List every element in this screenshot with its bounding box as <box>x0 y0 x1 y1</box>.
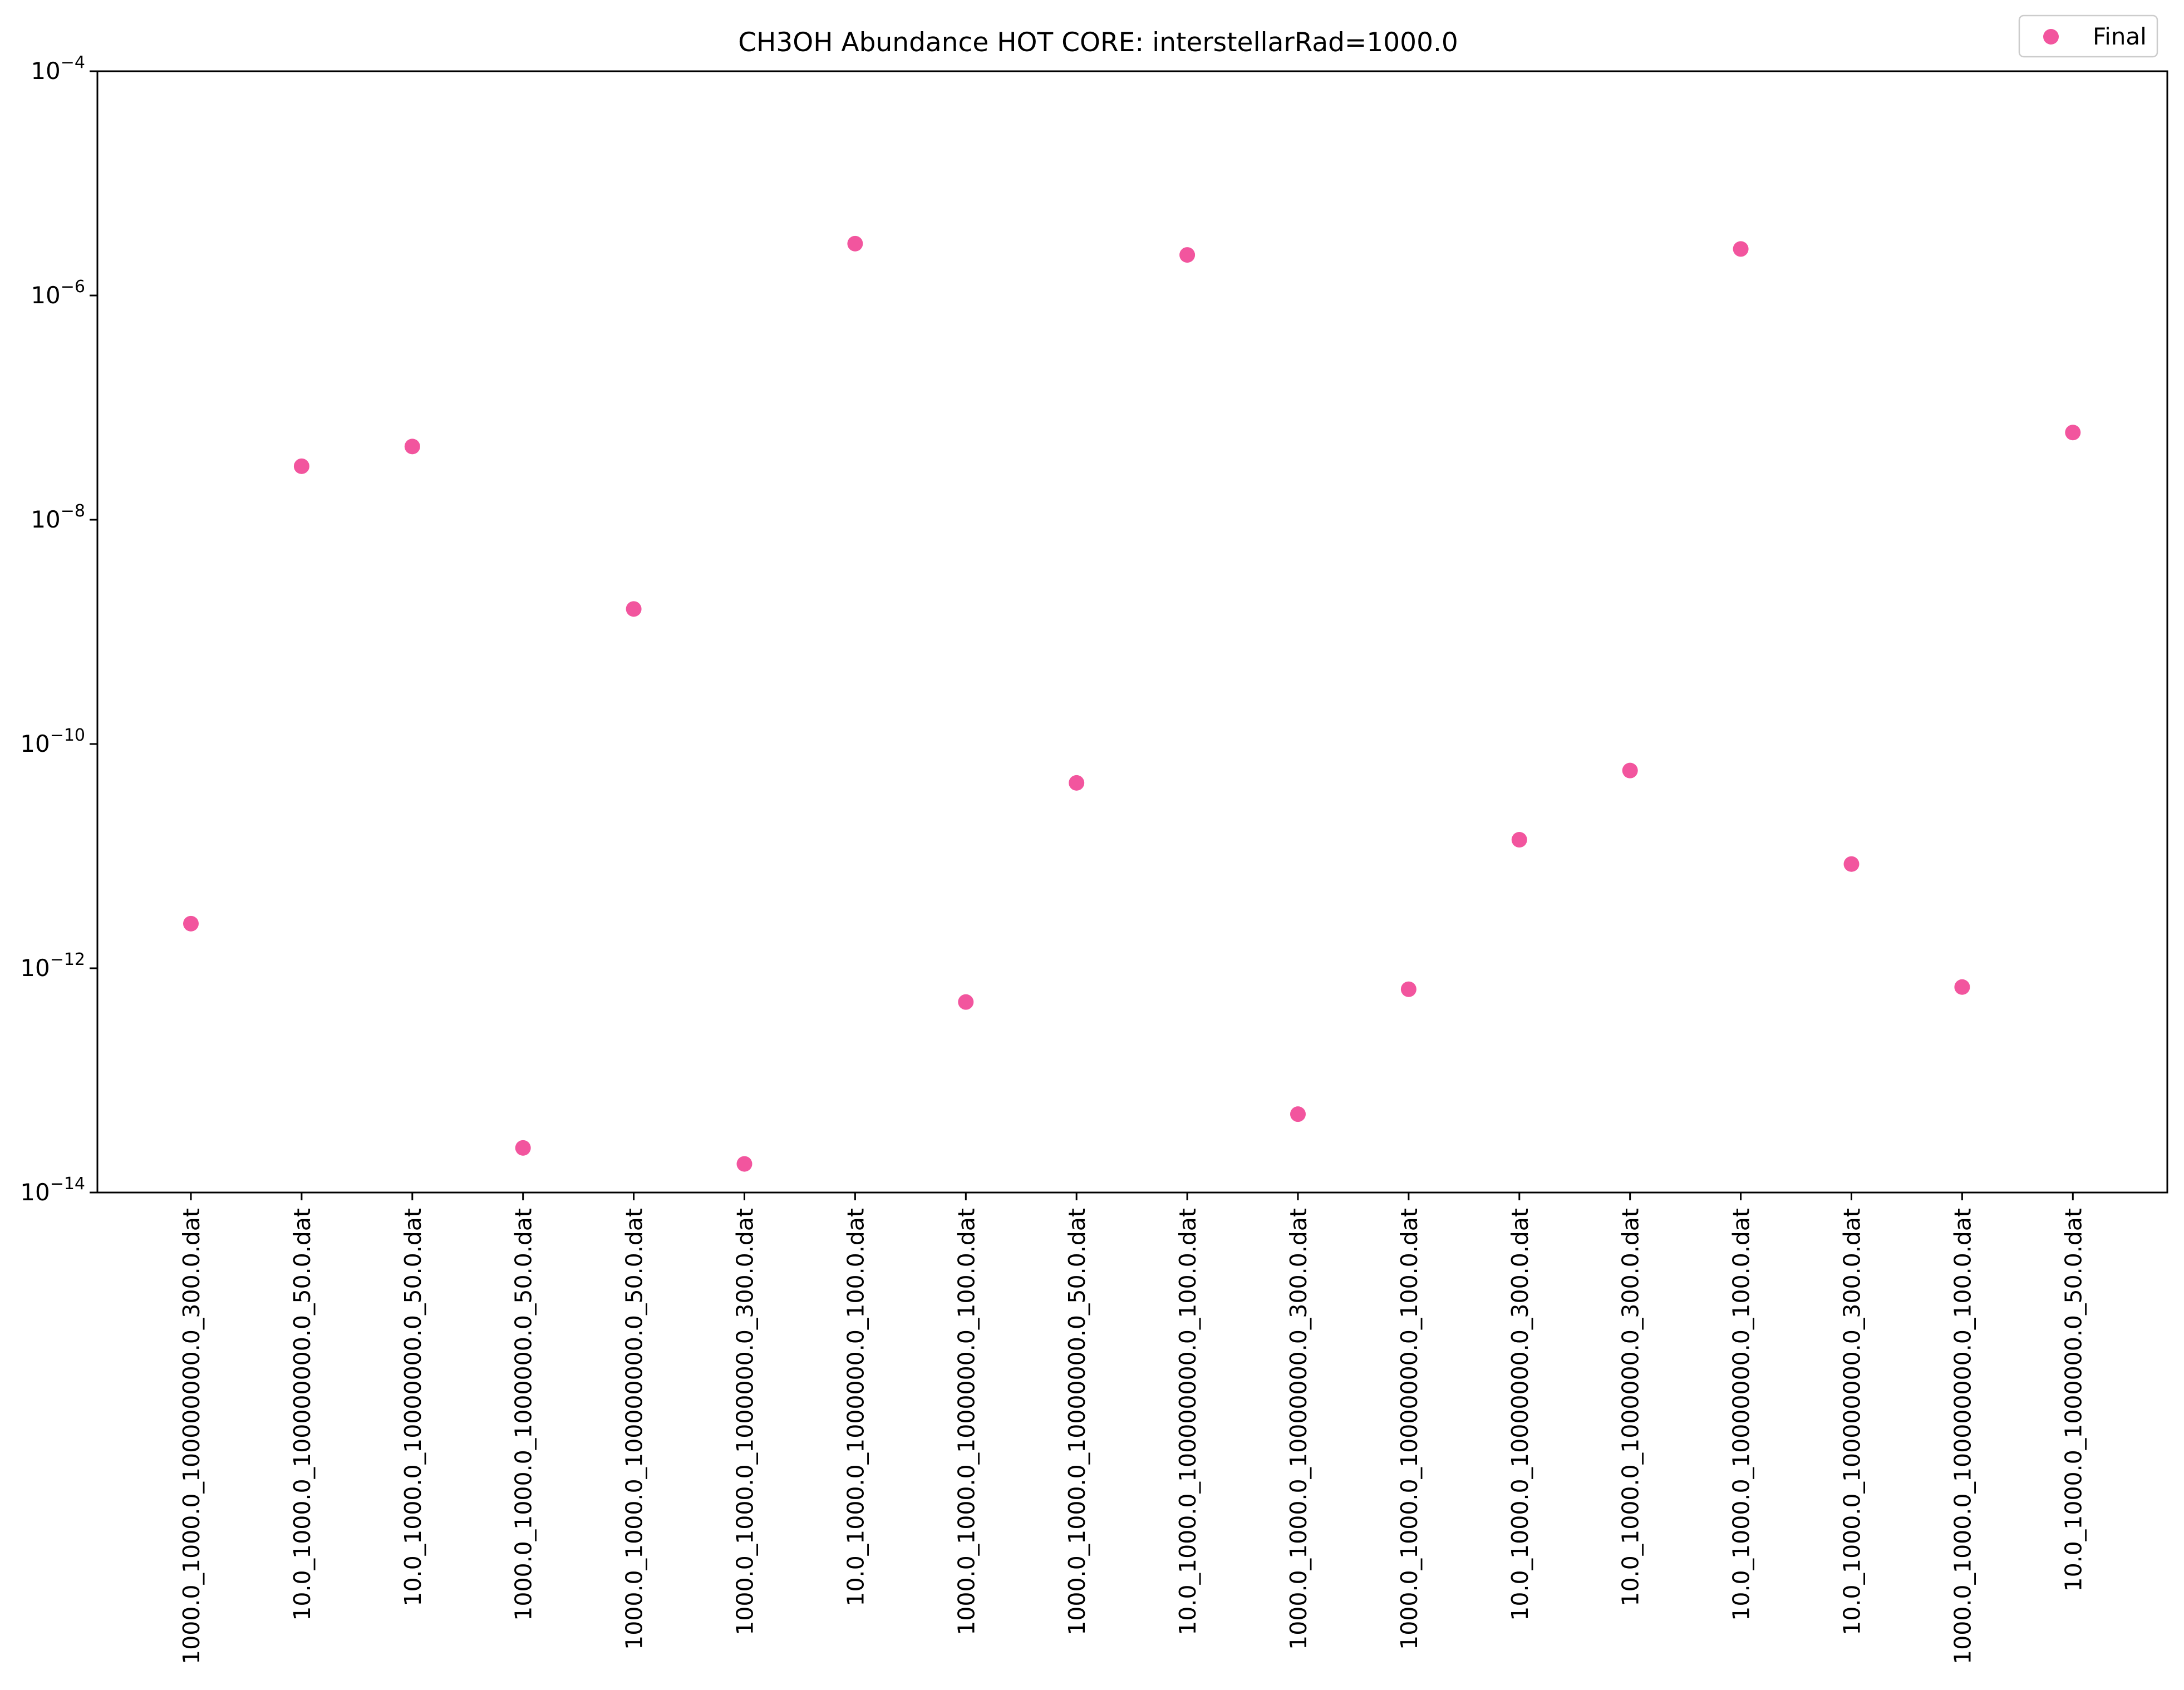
x-tick-label: 1000.0_1000.0_1000000.0_100.0.dat <box>953 1208 980 1635</box>
legend-marker-final <box>2043 29 2059 45</box>
x-tick-label: 1000.0_1000.0_100000000.0_100.0.dat <box>1949 1208 1976 1664</box>
data-point <box>1954 979 1970 995</box>
data-point <box>293 458 309 474</box>
data-point <box>2065 425 2081 441</box>
x-tick-label: 10.0_1000.0_10000000.0_300.0.dat <box>1507 1208 1533 1621</box>
x-tick-label: 1000.0_1000.0_10000000.0_100.0.dat <box>1396 1208 1423 1650</box>
data-point <box>1290 1106 1306 1122</box>
data-point <box>1622 762 1638 779</box>
x-tick-label: 1000.0_1000.0_10000000.0_300.0.dat <box>1285 1208 1312 1650</box>
data-point <box>1179 247 1196 263</box>
y-tick-label: 10−12 <box>20 950 85 982</box>
x-tick-label: 1000.0_1000.0_100000000.0_50.0.dat <box>621 1208 648 1650</box>
data-point <box>515 1140 531 1156</box>
y-tick-label: 10−6 <box>31 277 85 309</box>
data-point <box>1400 981 1416 997</box>
data-point <box>404 438 420 455</box>
x-tick-label: 10.0_1000.0_10000000.0_100.0.dat <box>1728 1208 1755 1621</box>
x-tick-label: 10.0_1000.0_1000000.0_50.0.dat <box>2060 1208 2087 1592</box>
data-point <box>1733 241 1749 257</box>
legend-label-final: Final <box>2093 23 2147 50</box>
data-point <box>1843 856 1860 872</box>
x-tick-label: 10.0_1000.0_1000000.0_100.0.dat <box>842 1208 869 1607</box>
data-point <box>1069 775 1085 791</box>
data-point <box>626 601 642 617</box>
x-tick-label: 10.0_1000.0_10000000.0_50.0.dat <box>400 1208 426 1607</box>
x-tick-label: 10.0_1000.0_100000000.0_300.0.dat <box>1839 1208 1866 1635</box>
y-tick-label: 10−8 <box>31 501 85 533</box>
data-point <box>1511 832 1527 848</box>
chart-title: CH3OH Abundance HOT CORE: interstellarRa… <box>738 27 1458 58</box>
x-tick-label: 10.0_1000.0_1000000.0_300.0.dat <box>1617 1208 1644 1607</box>
data-point <box>736 1156 752 1172</box>
data-point <box>847 235 863 252</box>
x-axis: 1000.0_1000.0_100000000.0_300.0.dat 10.0_… <box>178 1193 2087 1664</box>
x-tick-label: 10.0_1000.0_100000000.0_50.0.dat <box>289 1208 316 1621</box>
y-tick-label: 10−14 <box>20 1174 85 1206</box>
x-tick-label: 1000.0_1000.0_100000000.0_300.0.dat <box>178 1208 205 1664</box>
x-tick-label: 1000.0_1000.0_1000000.0_50.0.dat <box>510 1208 537 1621</box>
legend-box <box>2018 14 2158 58</box>
x-tick-label: 1000.0_1000.0_10000000.0_50.0.dat <box>1064 1208 1090 1635</box>
x-tick-label: 10.0_1000.0_100000000.0_100.0.dat <box>1174 1208 1201 1635</box>
plot-frame <box>96 70 2168 1194</box>
legend: Final <box>2018 14 2158 58</box>
x-tick-label: 1000.0_1000.0_1000000.0_300.0.dat <box>732 1208 759 1635</box>
data-points <box>183 235 2081 1172</box>
data-point <box>958 994 974 1010</box>
data-point <box>183 915 199 932</box>
